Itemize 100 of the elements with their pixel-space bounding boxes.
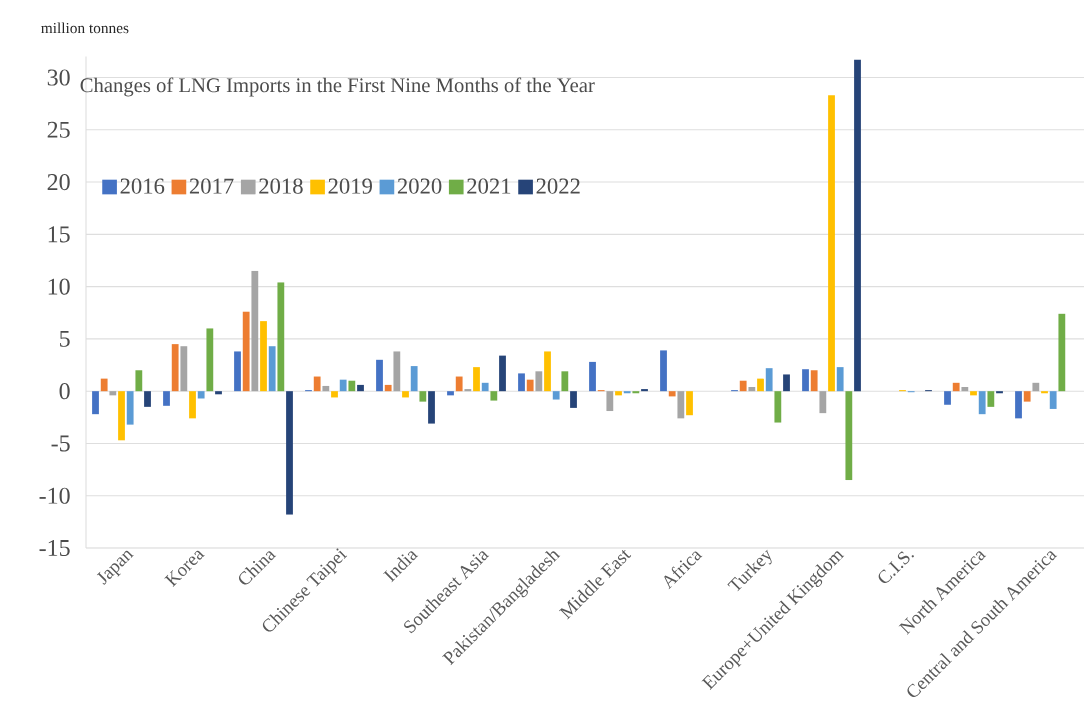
legend-label: 2019 xyxy=(328,178,372,194)
bar xyxy=(402,391,409,398)
y-tick-label: -5 xyxy=(51,435,70,452)
bar xyxy=(339,379,347,392)
bar xyxy=(757,378,764,392)
bar xyxy=(428,391,435,424)
y-tick-label: -10 xyxy=(39,487,70,504)
bar xyxy=(1058,313,1066,392)
bar xyxy=(277,282,285,392)
bar xyxy=(677,391,685,419)
bar xyxy=(765,368,773,392)
y-tick-label: 5 xyxy=(60,330,70,347)
bar xyxy=(1023,391,1031,402)
bar xyxy=(836,367,844,392)
y-axis-title: million tonnes xyxy=(41,22,129,34)
bar xyxy=(126,391,134,425)
bar xyxy=(234,351,241,392)
bar xyxy=(668,391,676,397)
bar xyxy=(180,346,188,392)
y-tick-label: 20 xyxy=(47,173,70,191)
bar xyxy=(286,391,293,515)
bar xyxy=(970,391,977,396)
bar xyxy=(774,391,782,423)
bar xyxy=(802,369,809,392)
bar xyxy=(215,391,222,395)
bar xyxy=(686,391,693,416)
bar xyxy=(260,321,267,392)
bar xyxy=(331,391,338,398)
bar xyxy=(561,371,569,392)
bar xyxy=(518,373,525,392)
legend-label: 2018 xyxy=(259,178,303,194)
bar xyxy=(376,359,383,392)
legend-label: 2022 xyxy=(536,178,580,194)
bar xyxy=(419,391,427,402)
bar xyxy=(987,391,995,407)
bar xyxy=(632,391,640,394)
bar xyxy=(357,384,364,392)
bar xyxy=(854,59,861,392)
bar xyxy=(393,351,401,392)
bar xyxy=(206,328,214,392)
legend-label: 2017 xyxy=(189,178,234,194)
bar xyxy=(473,367,480,392)
bar xyxy=(845,391,853,481)
bar xyxy=(144,391,151,407)
bar xyxy=(410,366,418,392)
y-tick-label: 0 xyxy=(59,383,70,400)
bar xyxy=(163,391,170,406)
y-tick-label: 15 xyxy=(48,226,70,243)
bar xyxy=(100,378,108,392)
bar xyxy=(623,391,631,394)
bar xyxy=(589,361,596,392)
bar xyxy=(1041,391,1048,394)
bar xyxy=(660,350,667,392)
bar xyxy=(810,370,818,392)
bar xyxy=(961,386,969,392)
bar xyxy=(944,391,951,405)
bar xyxy=(1032,382,1040,392)
bar xyxy=(819,391,827,414)
bar xyxy=(978,391,986,415)
bar xyxy=(748,386,756,392)
bar xyxy=(490,391,498,401)
text: Changes of LNG Imports in the First Nine Months of the Year xyxy=(80,77,595,97)
bar xyxy=(544,351,551,392)
bar xyxy=(464,389,472,392)
bar xyxy=(641,389,648,392)
bar xyxy=(322,385,330,392)
bar xyxy=(268,346,276,392)
bar xyxy=(570,391,577,408)
bar xyxy=(499,355,506,392)
bar xyxy=(447,391,454,396)
bar xyxy=(615,391,622,396)
bar xyxy=(109,391,117,396)
bar xyxy=(1049,391,1057,409)
bar xyxy=(739,380,747,392)
y-tick-label: 25 xyxy=(47,121,70,138)
bar xyxy=(171,344,179,392)
bar xyxy=(118,391,125,441)
y-tick-label: 10 xyxy=(48,278,70,295)
bar xyxy=(197,391,205,399)
y-tick-label: -15 xyxy=(39,539,70,557)
bar xyxy=(1015,391,1022,419)
bar xyxy=(526,379,534,392)
legend-label: 2021 xyxy=(467,178,511,194)
bar xyxy=(828,95,835,392)
bar xyxy=(92,391,99,415)
bar xyxy=(313,376,321,392)
bar xyxy=(535,371,543,392)
y-tick-label: 30 xyxy=(47,69,70,86)
bar xyxy=(135,370,143,392)
bar xyxy=(606,391,614,412)
bar xyxy=(783,374,790,392)
bar xyxy=(384,384,392,392)
bar xyxy=(242,311,250,392)
legend-label: 2020 xyxy=(397,178,442,194)
bar xyxy=(552,391,560,400)
bar xyxy=(996,391,1003,394)
bar xyxy=(952,382,960,392)
bar xyxy=(251,270,259,392)
bar xyxy=(455,376,463,392)
bar xyxy=(481,382,489,392)
